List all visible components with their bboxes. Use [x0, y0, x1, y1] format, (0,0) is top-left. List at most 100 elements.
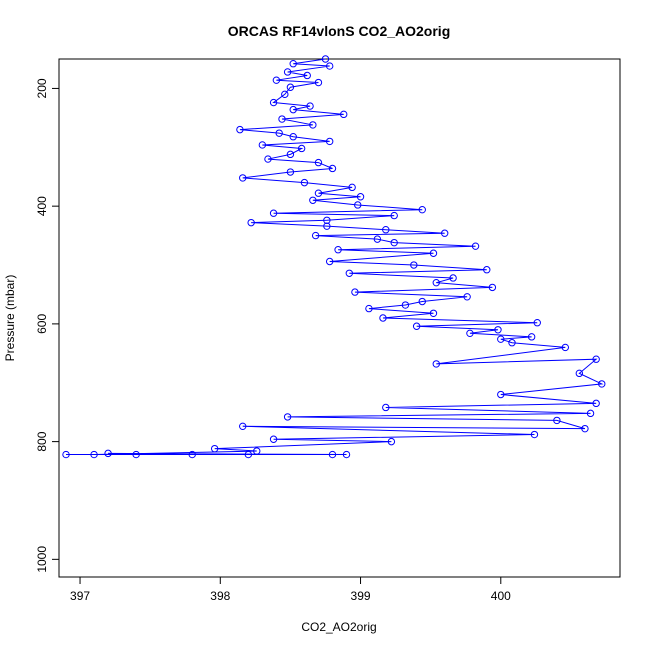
data-point: [297, 144, 306, 153]
x-tick-label-0: 397: [70, 589, 90, 603]
data-point: [342, 450, 351, 459]
data-point: [494, 326, 502, 334]
data-point: [244, 450, 253, 459]
data-point: [269, 435, 278, 443]
data-point: [309, 121, 317, 129]
data-point: [348, 183, 356, 192]
y-axis: 200 400 600 800 1000: [35, 78, 59, 573]
data-point: [289, 133, 297, 141]
data-point: [334, 246, 342, 254]
data-point: [275, 129, 283, 137]
data-point: [239, 422, 247, 431]
data-point: [581, 424, 589, 433]
data-point: [314, 158, 323, 167]
data-point: [328, 450, 337, 459]
data-point: [356, 193, 365, 201]
data-point: [340, 110, 348, 119]
y-tick-label-1: 400: [35, 196, 49, 216]
data-point: [365, 304, 373, 313]
data-point: [253, 447, 261, 455]
data-point: [432, 360, 440, 368]
data-point: [471, 242, 480, 250]
data-point: [429, 249, 438, 257]
data-point: [258, 141, 267, 149]
data-point: [269, 98, 278, 107]
x-axis: 397 398 399 400: [70, 577, 511, 603]
y-tick-label-4: 1000: [35, 546, 49, 573]
data-point: [354, 201, 362, 209]
data-point: [432, 278, 440, 287]
data-point: [497, 390, 505, 399]
data-point: [387, 437, 396, 446]
data-point: [373, 235, 382, 243]
y-tick-label-2: 600: [35, 314, 49, 334]
data-point: [278, 115, 286, 123]
data-point: [488, 283, 497, 292]
y-tick-label-3: 800: [35, 431, 49, 451]
data-point: [345, 269, 354, 277]
data-point: [272, 76, 281, 84]
data-point: [592, 399, 600, 408]
x-tick-label-1: 398: [210, 589, 230, 603]
data-point: [561, 343, 570, 352]
data-point: [283, 413, 292, 421]
data-point: [283, 68, 292, 76]
chart-title: ORCAS RF14vlonS CO2_AO2orig: [228, 23, 451, 39]
data-point: [309, 196, 317, 204]
data-point: [300, 178, 309, 187]
data-point: [323, 216, 331, 224]
data-point: [553, 416, 561, 425]
data-point: [466, 329, 474, 338]
data-point: [321, 55, 330, 63]
data-point: [483, 266, 491, 274]
data-point: [575, 369, 584, 378]
data-point: [289, 60, 297, 68]
data-point: [314, 189, 323, 197]
data-point: [382, 226, 390, 234]
data-point: [289, 105, 297, 114]
data-point: [418, 205, 426, 214]
data-point: [401, 301, 410, 309]
data-point: [325, 257, 334, 266]
data-point: [586, 409, 595, 418]
data-point: [429, 309, 438, 317]
data-point: [210, 444, 219, 453]
data-point: [328, 164, 337, 173]
data-point: [325, 137, 334, 146]
data-point: [412, 322, 421, 330]
data-point: [592, 355, 600, 363]
data-point: [188, 450, 196, 459]
data-point: [440, 229, 449, 237]
y-axis-label: Pressure (mbar): [3, 275, 17, 362]
x-tick-label-3: 400: [491, 589, 511, 603]
series-layer: [62, 55, 606, 459]
data-point: [410, 261, 418, 269]
data-point: [62, 450, 70, 459]
y-tick-label-0: 200: [35, 78, 49, 98]
series-line-0: [66, 58, 604, 456]
data-point: [269, 209, 278, 217]
data-point: [286, 150, 295, 159]
data-point: [351, 288, 359, 296]
data-point: [236, 125, 244, 134]
data-point: [311, 231, 320, 240]
data-point: [527, 333, 536, 341]
data-point: [247, 218, 255, 227]
data-point: [323, 222, 331, 230]
data-point: [303, 71, 311, 80]
data-point: [264, 155, 272, 163]
data-point: [463, 293, 471, 301]
data-point: [325, 62, 334, 70]
data-point: [497, 335, 505, 343]
data-point: [104, 449, 112, 458]
data-point: [239, 174, 247, 182]
data-point: [598, 380, 606, 388]
plot-frame: [58, 58, 621, 578]
data-point: [418, 297, 426, 306]
data-point: [286, 83, 295, 91]
data-point: [382, 403, 390, 412]
data-point: [508, 339, 516, 347]
data-point: [379, 314, 387, 322]
data-point: [533, 319, 541, 327]
